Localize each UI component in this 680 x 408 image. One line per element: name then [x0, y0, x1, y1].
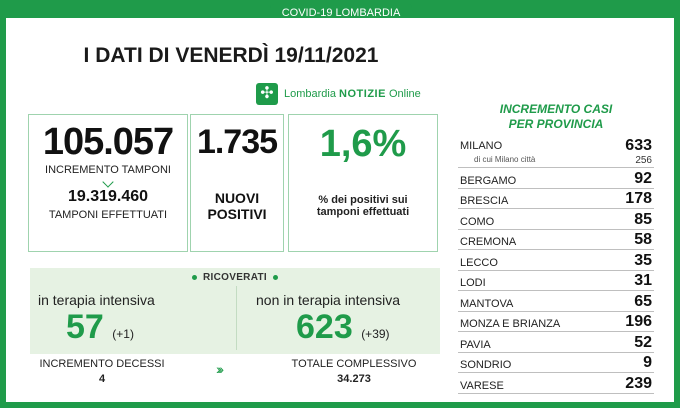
province-value: 85: [634, 210, 652, 228]
tamponi-box: 105.057 INCREMENTO TAMPONI 19.319.460 TA…: [28, 114, 188, 252]
milano-city-label: di cui Milano città: [474, 155, 536, 164]
decessi-value: 4: [98, 373, 106, 385]
percent-label-2: tamponi effettuati: [316, 206, 410, 218]
tamponi-increment-label: INCREMENTO TAMPONI: [45, 164, 171, 176]
province-name: LODI: [460, 277, 486, 289]
ti-value: 57: [66, 308, 104, 346]
percent-label-1: % dei positivi sui: [318, 194, 408, 206]
tamponi-total-label: TAMPONI EFFETTUATI: [48, 209, 168, 221]
province-value: 52: [634, 333, 652, 351]
nti-value-group: 623 (+39): [296, 308, 390, 347]
decessi-total-value: 34.273: [337, 373, 371, 385]
province-value: 239: [625, 374, 652, 392]
nti-label: non in terapia intensiva: [256, 292, 400, 308]
source-name: Lombardia NOTIZIE Online: [284, 88, 421, 100]
province-name: CREMONA: [460, 236, 517, 248]
tamponi-total-value: 19.319.460: [67, 188, 149, 205]
positivi-label-2: POSITIVI: [207, 206, 267, 222]
report-card: I DATI DI VENERDÌ 19/11/2021 ✣ Lombardia…: [6, 18, 674, 402]
province-value: 178: [625, 190, 652, 207]
province-name: PAVIA: [460, 338, 491, 351]
province-name: BRESCIA: [460, 195, 509, 207]
ti-value-group: 57 (+1): [66, 308, 134, 347]
province-value: 9: [643, 354, 652, 371]
nti-value: 623: [296, 308, 353, 346]
province-row: LECCO 35: [458, 252, 654, 271]
province-value: 633: [625, 137, 652, 154]
province-name: MONZA E BRIANZA: [460, 318, 561, 330]
percent-value: 1,6%: [319, 123, 407, 165]
ti-delta: (+1): [112, 327, 134, 341]
province-title: INCREMENTO CASI PER PROVINCIA: [499, 102, 613, 131]
province-row: MONZA E BRIANZA 196: [458, 313, 654, 332]
dot-icon: [272, 274, 278, 280]
province-value: 35: [634, 251, 652, 269]
province-value: 92: [634, 169, 652, 187]
header-banner: COVID-19 LOMBARDIA: [270, 4, 412, 22]
lombardia-logo-icon: ✣: [256, 83, 278, 105]
milano-city-value: 256: [635, 155, 652, 166]
province-row: COMO 85: [458, 211, 654, 230]
province-row: VARESE 239: [458, 375, 654, 394]
province-row: BRESCIA 178: [458, 190, 654, 209]
province-value: 31: [634, 272, 652, 289]
positivi-value: 1.735: [196, 123, 278, 161]
province-name: COMO: [460, 215, 495, 228]
province-value: 196: [625, 313, 652, 330]
province-row: CREMONA 58: [458, 231, 654, 250]
percent-box: 1,6% % dei positivi sui tamponi effettua…: [288, 114, 438, 252]
ricoverati-panel: [30, 268, 440, 354]
ti-label: in terapia intensiva: [38, 292, 155, 308]
province-row: BERGAMO 92: [458, 170, 654, 189]
province-value: 65: [634, 292, 652, 310]
province-name: BERGAMO: [460, 174, 517, 187]
province-row: PAVIA 52: [458, 334, 654, 353]
tamponi-increment-value: 105.057: [42, 121, 174, 163]
province-name: SONDRIO: [460, 359, 512, 371]
ricoverati-divider: [236, 286, 237, 350]
ricoverati-label: RICOVERATI: [6, 272, 464, 283]
province-name: MILANO: [460, 140, 503, 152]
province-row: MILANO 633 di cui Milano città 256: [458, 136, 654, 168]
nti-delta: (+39): [361, 327, 390, 341]
chevron-down-icon: [102, 176, 114, 188]
page-title: I DATI DI VENERDÌ 19/11/2021: [83, 44, 379, 67]
province-name: LECCO: [460, 256, 498, 269]
province-name: MANTOVA: [460, 297, 514, 310]
province-row: SONDRIO 9: [458, 354, 654, 373]
province-name: VARESE: [460, 379, 504, 392]
province-list: MILANO 633 di cui Milano città 256 BERGAMO 92…: [458, 136, 654, 394]
province-row: LODI 31: [458, 272, 654, 291]
province-row: MANTOVA 65: [458, 293, 654, 312]
positivi-box: 1.735 NUOVI POSITIVI: [190, 114, 284, 252]
decessi-label: INCREMENTO DECESSI: [39, 358, 165, 370]
source-logo: ✣ Lombardia NOTIZIE Online: [256, 80, 421, 108]
decessi-total-label: TOTALE COMPLESSIVO: [291, 358, 417, 370]
positivi-label-1: NUOVI: [214, 190, 260, 206]
province-value: 58: [634, 231, 652, 248]
arrows-right-icon: ›››: [216, 361, 224, 377]
dot-icon: [192, 274, 198, 280]
